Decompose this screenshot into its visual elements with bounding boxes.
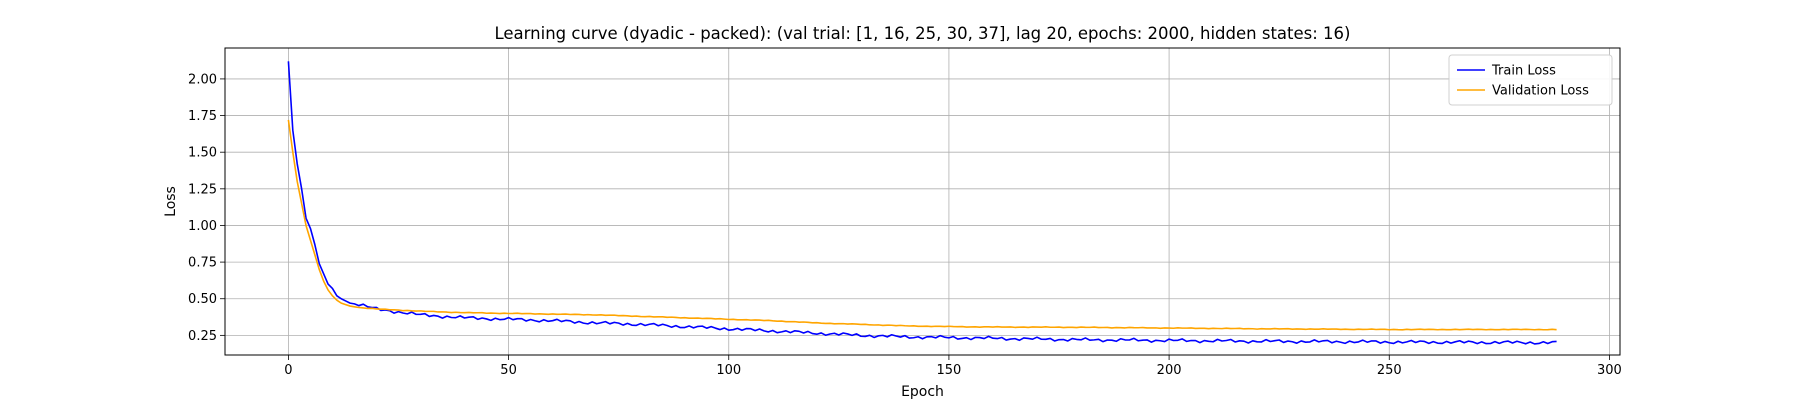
x-tick-label: 50 xyxy=(500,363,517,378)
grid xyxy=(225,48,1620,355)
y-axis-title: Loss xyxy=(163,186,179,217)
x-tick-label: 100 xyxy=(716,363,741,378)
x-tick-label: 0 xyxy=(284,363,292,378)
plot-frame xyxy=(224,47,1621,356)
legend-label: Validation Loss xyxy=(1492,84,1589,99)
chart-title: Learning curve (dyadic - packed): (val t… xyxy=(495,24,1351,43)
ticks: 0 50 100 150 200 250 300 0.25 0.50 0.75 1.00 1.25 1.… xyxy=(188,72,1622,378)
y-tick-label: 1.50 xyxy=(188,146,217,161)
series-layer xyxy=(287,61,1557,345)
series-line-validation-loss xyxy=(287,119,1557,331)
y-tick-label: 1.00 xyxy=(188,219,217,234)
y-tick-label: 0.50 xyxy=(188,292,217,307)
x-tick-label: 150 xyxy=(937,363,962,378)
legend-label: Train Loss xyxy=(1491,64,1556,79)
legend-box xyxy=(1448,54,1613,106)
x-tick-label: 300 xyxy=(1597,363,1622,378)
x-tick-label: 250 xyxy=(1377,363,1402,378)
y-tick-label: 2.00 xyxy=(188,72,217,87)
series-line-train-loss xyxy=(287,61,1557,345)
x-axis-title: Epoch xyxy=(901,384,944,400)
x-tick-label: 200 xyxy=(1157,363,1182,378)
y-tick-label: 1.25 xyxy=(188,182,217,197)
legend: Train Loss Validation Loss xyxy=(1448,54,1613,106)
y-tick-label: 0.25 xyxy=(188,329,217,344)
y-tick-label: 1.75 xyxy=(188,109,217,124)
y-tick-label: 0.75 xyxy=(188,256,217,271)
